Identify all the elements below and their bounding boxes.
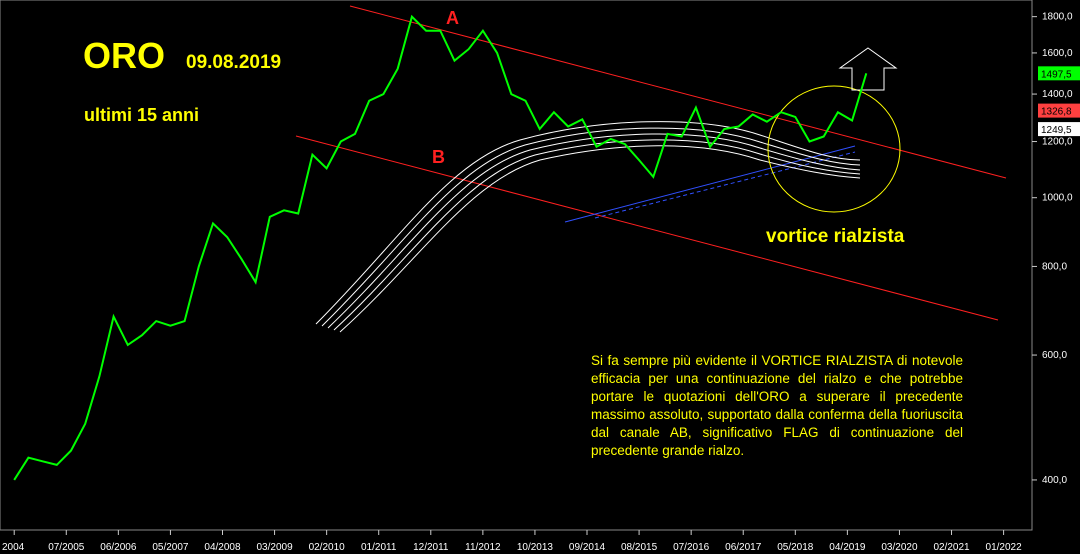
x-tick-label: 06/2006	[100, 542, 137, 553]
channel-line-a	[349, 5, 1007, 179]
y-tick-label: 1400,0	[1042, 89, 1073, 100]
price-line	[13, 14, 868, 481]
x-tick-label: 04/2008	[204, 542, 241, 553]
x-tick-label: 01/2011	[361, 542, 397, 553]
y-tick-label: 400,0	[1042, 475, 1067, 486]
y-tick-label: 1600,0	[1042, 48, 1073, 59]
x-tick-label: 07/2016	[673, 542, 710, 553]
x-tick-label: 07/2005	[48, 542, 85, 553]
x-tick-label: 02/2021	[933, 542, 970, 553]
x-tick-label: 2004	[2, 542, 25, 553]
y-tick-label: 1200,0	[1042, 137, 1073, 148]
x-tick-label: 02/2010	[309, 542, 346, 553]
x-tick-label: 03/2020	[881, 542, 918, 553]
x-tick-label: 11/2012	[465, 542, 501, 553]
x-tick-label: 04/2019	[829, 542, 866, 553]
vortex-label: vortice rialzista	[766, 226, 905, 247]
channel-label: B	[432, 147, 445, 167]
y-tick-label: 1000,0	[1042, 193, 1073, 204]
period-label: ultimi 15 anni	[84, 105, 199, 125]
x-tick-label: 06/2017	[725, 542, 762, 553]
y-tick-label: 800,0	[1042, 261, 1067, 272]
x-tick-label: 05/2018	[777, 542, 814, 553]
y-tick-label: 600,0	[1042, 350, 1067, 361]
chart-layer: 400,0 600,0 800,0 1000,0 1200,0 1400,0 1600,0 1…	[2, 12, 1080, 553]
chart-subtitle: 09.08.2019	[186, 52, 281, 73]
price-tag: 1249,5	[1041, 125, 1072, 136]
moving-average-bundle	[315, 121, 861, 333]
y-tick-label: 1800,0	[1042, 12, 1073, 23]
vortex-circle	[767, 85, 901, 213]
plot-area	[0, 0, 1033, 531]
price-tag-bg	[1038, 122, 1080, 137]
up-arrow	[838, 47, 898, 91]
x-tick-label: 08/2015	[621, 542, 658, 553]
chart-title: ORO	[83, 35, 165, 76]
x-tick-label: 05/2007	[152, 542, 189, 553]
channel-label: A	[446, 8, 459, 28]
commentary: Si fa sempre più evidente il VORTICE RIA…	[591, 353, 963, 458]
price-tag-bg	[1038, 66, 1080, 81]
support-line	[594, 151, 856, 219]
x-tick-label: 10/2013	[517, 542, 554, 553]
channel-line-b	[295, 135, 999, 321]
price-tag-bg	[1038, 103, 1080, 118]
x-tick-label: 01/2022	[986, 542, 1023, 553]
price-tag: 1497,5	[1041, 69, 1072, 80]
x-tick-label: 03/2009	[256, 542, 293, 553]
x-tick-label: 12/2011	[413, 542, 449, 553]
x-tick-label: 09/2014	[569, 542, 606, 553]
support-line	[564, 145, 856, 223]
price-tag: 1326,8	[1041, 107, 1072, 118]
